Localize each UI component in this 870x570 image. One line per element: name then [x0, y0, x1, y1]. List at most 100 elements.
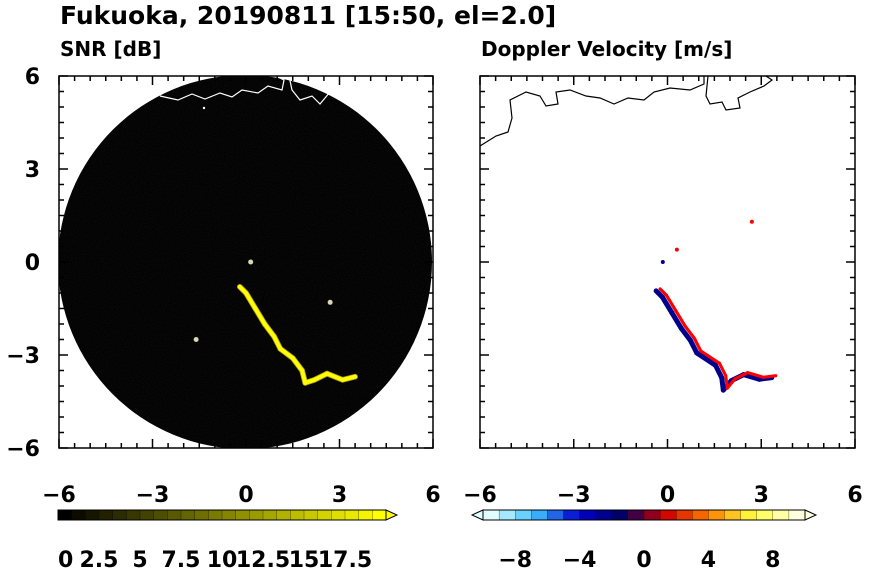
- doppler-echo-segment: [678, 325, 693, 343]
- colorbar-cell: [692, 509, 710, 521]
- colorbar-cell: [627, 509, 645, 521]
- colorbar-extend-max: [385, 509, 399, 521]
- y-tick-label: −6: [6, 437, 40, 462]
- snr-panel: SNR [dB] −6 −3 0 3 6 6 3 0 −3 −6: [6, 37, 440, 508]
- doppler-colorbar-label: 0: [636, 548, 651, 570]
- snr-colorbar: [57, 509, 399, 521]
- doppler-echo-segment: [659, 294, 675, 316]
- colorbar-cell: [579, 509, 597, 521]
- colorbar-cell: [317, 509, 332, 521]
- colorbar-cell: [126, 509, 141, 521]
- colorbar-cell: [498, 509, 516, 521]
- snr-echo-segment: [262, 322, 277, 339]
- doppler-echo-point: [749, 219, 754, 224]
- doppler-echo-segment: [761, 374, 778, 379]
- snr-echo-segment: [272, 334, 283, 351]
- colorbar-cell: [139, 509, 155, 521]
- snr-echo-point: [327, 299, 333, 305]
- doppler-echo-segment: [725, 377, 737, 390]
- colorbar-cell: [112, 509, 127, 521]
- x-tick-label: 0: [660, 483, 675, 508]
- colorbar-cell: [331, 509, 346, 521]
- snr-echo-segment: [340, 374, 358, 382]
- snr-x-tick-labels: −6 −3 0 3 6: [42, 483, 441, 508]
- doppler-panel-title: Doppler Velocity [m/s]: [481, 37, 732, 61]
- x-tick-label: 3: [332, 483, 347, 508]
- colorbar-frame: [57, 509, 387, 521]
- x-tick-label: −6: [463, 483, 497, 508]
- snr-colorbar-label: 5: [132, 548, 147, 570]
- colorbar-cell: [547, 509, 565, 521]
- colorbar-cell: [98, 509, 114, 521]
- snr-echo-segment: [300, 368, 308, 385]
- colorbar-cell: [235, 509, 250, 521]
- snr-echo-segment: [312, 371, 329, 382]
- snr-echo-segment: [244, 291, 258, 311]
- snr-echo-point: [193, 337, 199, 342]
- colorbar-cell: [249, 509, 264, 521]
- colorbar-extend-min: [470, 509, 484, 521]
- snr-echo-segment: [278, 346, 295, 361]
- y-tick-label: 3: [25, 158, 40, 183]
- colorbar-cell: [153, 509, 168, 521]
- x-tick-label: −6: [42, 483, 76, 508]
- doppler-echo-segment: [717, 361, 728, 378]
- colorbar-cell: [515, 509, 532, 521]
- snr-colorbar-label: 10: [207, 548, 238, 570]
- snr-colorbar-label: 2.5: [80, 548, 119, 570]
- colorbar-cell: [372, 509, 387, 521]
- colorbar-cell: [208, 509, 223, 521]
- colorbar-cell: [57, 509, 73, 521]
- snr-y-tick-labels: 6 3 0 −3 −6: [6, 65, 40, 462]
- colorbar-extend-max: [804, 509, 818, 521]
- colorbar-cell: [531, 509, 549, 521]
- doppler-echo-point: [660, 260, 665, 264]
- x-tick-label: 0: [238, 483, 253, 508]
- colorbar-cell: [659, 509, 677, 521]
- colorbar-cell: [85, 509, 100, 521]
- snr-colorbar-label: 15: [289, 548, 320, 570]
- colorbar-cell: [772, 509, 790, 521]
- snr-echo-segment: [253, 306, 267, 326]
- doppler-echo-segment: [674, 309, 687, 328]
- colorbar-cell: [643, 509, 661, 521]
- snr-clutter-noise: [59, 76, 432, 448]
- y-tick-label: 0: [25, 251, 40, 276]
- snr-echo-point: [248, 259, 254, 265]
- colorbar-cell: [194, 509, 209, 521]
- x-tick-label: −3: [136, 483, 170, 508]
- doppler-plot-frame: [479, 75, 856, 449]
- doppler-echo-segment: [699, 349, 722, 365]
- colorbar-cell: [221, 509, 237, 521]
- colorbar-cell: [611, 509, 629, 521]
- doppler-echo-segment: [669, 310, 684, 331]
- colorbar-cell: [724, 509, 742, 521]
- snr-panel-title: SNR [dB]: [60, 37, 161, 61]
- colorbar-cell: [303, 509, 319, 521]
- colorbar-cell: [71, 509, 86, 521]
- doppler-echo-segment: [741, 372, 762, 382]
- colorbar-cell: [482, 509, 500, 521]
- doppler-colorbar-label: 4: [701, 548, 716, 570]
- doppler-colorbar-label: −8: [498, 548, 532, 570]
- colorbar-cell: [358, 509, 373, 521]
- colorbar-cell: [788, 509, 806, 521]
- x-tick-label: 6: [425, 483, 440, 508]
- doppler-colorbar: [470, 509, 818, 521]
- doppler-axis-ticks: [479, 75, 856, 449]
- doppler-colorbar-label: 8: [765, 548, 780, 570]
- x-tick-label: −3: [557, 483, 591, 508]
- snr-colorbar-label: 12.5: [236, 548, 290, 570]
- y-tick-label: 6: [25, 65, 40, 90]
- colorbar-cell: [595, 509, 613, 521]
- snr-echo-region: [193, 259, 358, 386]
- doppler-colorbar-label: −4: [563, 548, 597, 570]
- doppler-echo-segment: [746, 371, 765, 379]
- colorbar-cell: [740, 509, 758, 521]
- doppler-echo-segment: [683, 324, 697, 341]
- doppler-echo-segment: [694, 350, 718, 368]
- snr-colorbar-label: 7.5: [162, 548, 201, 570]
- colorbar-cell: [563, 509, 581, 521]
- colorbar-cell: [676, 509, 693, 521]
